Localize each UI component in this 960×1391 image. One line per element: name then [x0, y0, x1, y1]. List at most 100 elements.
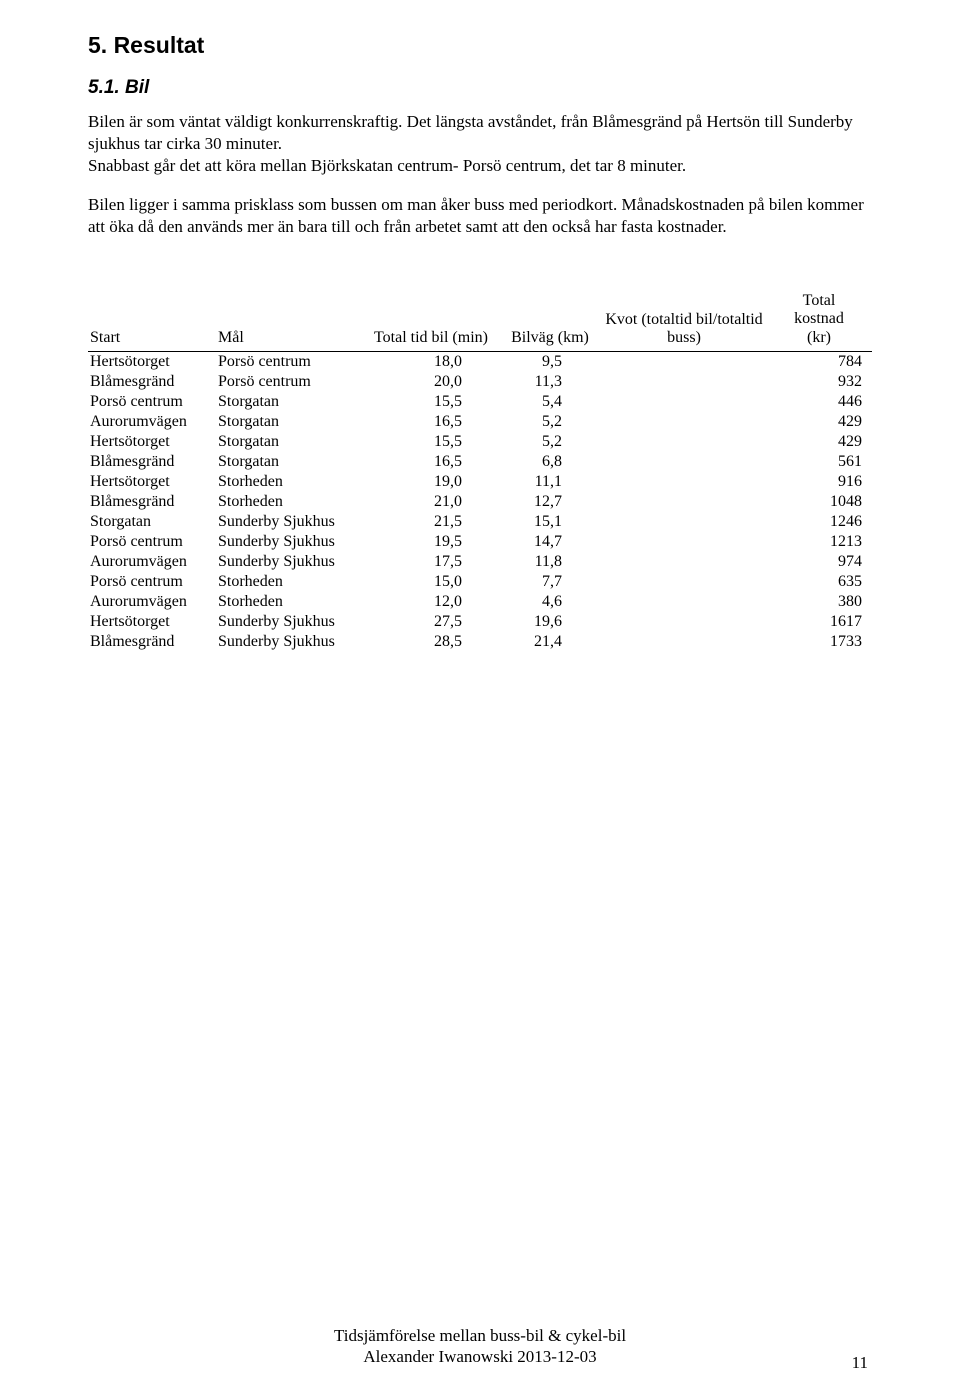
cell-kvot: [602, 592, 770, 612]
cell-kostnad: 916: [770, 472, 872, 492]
cell-start: Hertsötorget: [88, 472, 216, 492]
paragraph-1: Bilen är som väntat väldigt konkurrenskr…: [88, 111, 872, 155]
heading-resultat: 5. Resultat: [88, 32, 872, 59]
col-header-tid: Total tid bil (min): [364, 290, 502, 352]
table-row: AurorumvägenStorgatan16,55,2429: [88, 412, 872, 432]
cell-start: Blåmesgränd: [88, 452, 216, 472]
cell-bilvag: 5,4: [502, 392, 602, 412]
cell-kvot: [602, 572, 770, 592]
cell-tid: 15,5: [364, 392, 502, 412]
cell-bilvag: 5,2: [502, 412, 602, 432]
cell-start: Aurorumvägen: [88, 552, 216, 572]
cell-kvot: [602, 532, 770, 552]
cell-kostnad: 429: [770, 432, 872, 452]
cell-tid: 20,0: [364, 372, 502, 392]
cell-tid: 15,0: [364, 572, 502, 592]
cell-tid: 21,0: [364, 492, 502, 512]
paragraph-2: Snabbast går det att köra mellan Björksk…: [88, 155, 872, 177]
cell-kostnad: 1617: [770, 612, 872, 632]
cell-kvot: [602, 452, 770, 472]
table-body: HertsötorgetPorsö centrum18,09,5784Blåme…: [88, 351, 872, 652]
cell-tid: 27,5: [364, 612, 502, 632]
cell-start: Hertsötorget: [88, 432, 216, 452]
cell-tid: 17,5: [364, 552, 502, 572]
table-row: Porsö centrumStorheden15,07,7635: [88, 572, 872, 592]
table-row: AurorumvägenSunderby Sjukhus17,511,8974: [88, 552, 872, 572]
cell-mal: Porsö centrum: [216, 351, 364, 372]
cell-kvot: [602, 552, 770, 572]
cell-bilvag: 11,1: [502, 472, 602, 492]
page-number: 11: [852, 1353, 868, 1373]
cell-bilvag: 19,6: [502, 612, 602, 632]
table-header-row: Start Mål Total tid bil (min) Bilväg (km…: [88, 290, 872, 352]
results-table: Start Mål Total tid bil (min) Bilväg (km…: [88, 290, 872, 652]
cell-bilvag: 7,7: [502, 572, 602, 592]
cell-tid: 16,5: [364, 412, 502, 432]
cell-kostnad: 446: [770, 392, 872, 412]
col-header-kostnad: Total kostnad (kr): [770, 290, 872, 352]
cell-mal: Storgatan: [216, 432, 364, 452]
cell-bilvag: 6,8: [502, 452, 602, 472]
cell-tid: 16,5: [364, 452, 502, 472]
cell-bilvag: 11,8: [502, 552, 602, 572]
cell-kostnad: 429: [770, 412, 872, 432]
cell-mal: Porsö centrum: [216, 372, 364, 392]
cell-kvot: [602, 612, 770, 632]
cell-kostnad: 784: [770, 351, 872, 372]
cell-kostnad: 380: [770, 592, 872, 612]
cell-tid: 28,5: [364, 632, 502, 652]
heading-bil: 5.1. Bil: [88, 77, 872, 99]
page-footer: Tidsjämförelse mellan buss-bil & cykel-b…: [0, 1325, 960, 1368]
table-row: AurorumvägenStorheden12,04,6380: [88, 592, 872, 612]
cell-bilvag: 4,6: [502, 592, 602, 612]
cell-kostnad: 561: [770, 452, 872, 472]
table-row: BlåmesgrändStorgatan16,56,8 561: [88, 452, 872, 472]
results-table-wrap: Start Mål Total tid bil (min) Bilväg (km…: [88, 290, 872, 652]
cell-start: Aurorumvägen: [88, 412, 216, 432]
col-header-start: Start: [88, 290, 216, 352]
cell-kvot: [602, 432, 770, 452]
page: 5. Resultat 5.1. Bil Bilen är som väntat…: [0, 0, 960, 1391]
cell-kvot: [602, 472, 770, 492]
cell-kostnad: 1213: [770, 532, 872, 552]
cell-tid: 19,5: [364, 532, 502, 552]
cell-start: Blåmesgränd: [88, 632, 216, 652]
table-row: Porsö centrumSunderby Sjukhus19,514,7121…: [88, 532, 872, 552]
table-row: Porsö centrumStorgatan15,55,4446: [88, 392, 872, 412]
cell-mal: Storheden: [216, 472, 364, 492]
table-row: StorgatanSunderby Sjukhus21,515,11246: [88, 512, 872, 532]
cell-kvot: [602, 372, 770, 392]
cell-mal: Sunderby Sjukhus: [216, 612, 364, 632]
cell-tid: 15,5: [364, 432, 502, 452]
cell-bilvag: 21,4: [502, 632, 602, 652]
cell-tid: 21,5: [364, 512, 502, 532]
col-header-kostnad-l3: (kr): [807, 329, 831, 346]
cell-kvot: [602, 392, 770, 412]
cell-start: Aurorumvägen: [88, 592, 216, 612]
cell-kvot: [602, 512, 770, 532]
cell-mal: Storgatan: [216, 452, 364, 472]
cell-kvot: [602, 492, 770, 512]
col-header-kostnad-l2: kostnad: [794, 310, 844, 327]
cell-mal: Storheden: [216, 592, 364, 612]
cell-mal: Storheden: [216, 572, 364, 592]
cell-bilvag: 9,5: [502, 351, 602, 372]
cell-start: Porsö centrum: [88, 392, 216, 412]
cell-kvot: [602, 632, 770, 652]
table-row: BlåmesgrändStorheden21,012,71048: [88, 492, 872, 512]
cell-bilvag: 15,1: [502, 512, 602, 532]
paragraph-3: Bilen ligger i samma prisklass som busse…: [88, 194, 872, 238]
cell-mal: Sunderby Sjukhus: [216, 532, 364, 552]
cell-kostnad: 1733: [770, 632, 872, 652]
cell-mal: Storheden: [216, 492, 364, 512]
col-header-bilvag: Bilväg (km): [502, 290, 602, 352]
table-row: HertsötorgetSunderby Sjukhus27,519,61617: [88, 612, 872, 632]
paragraph-gap: [88, 176, 872, 194]
cell-kvot: [602, 412, 770, 432]
table-row: HertsötorgetStorheden19,011,1916: [88, 472, 872, 492]
cell-bilvag: 14,7: [502, 532, 602, 552]
cell-kostnad: 1246: [770, 512, 872, 532]
footer-line-2: Alexander Iwanowski 2013-12-03: [0, 1346, 960, 1367]
cell-kostnad: 974: [770, 552, 872, 572]
col-header-mal: Mål: [216, 290, 364, 352]
